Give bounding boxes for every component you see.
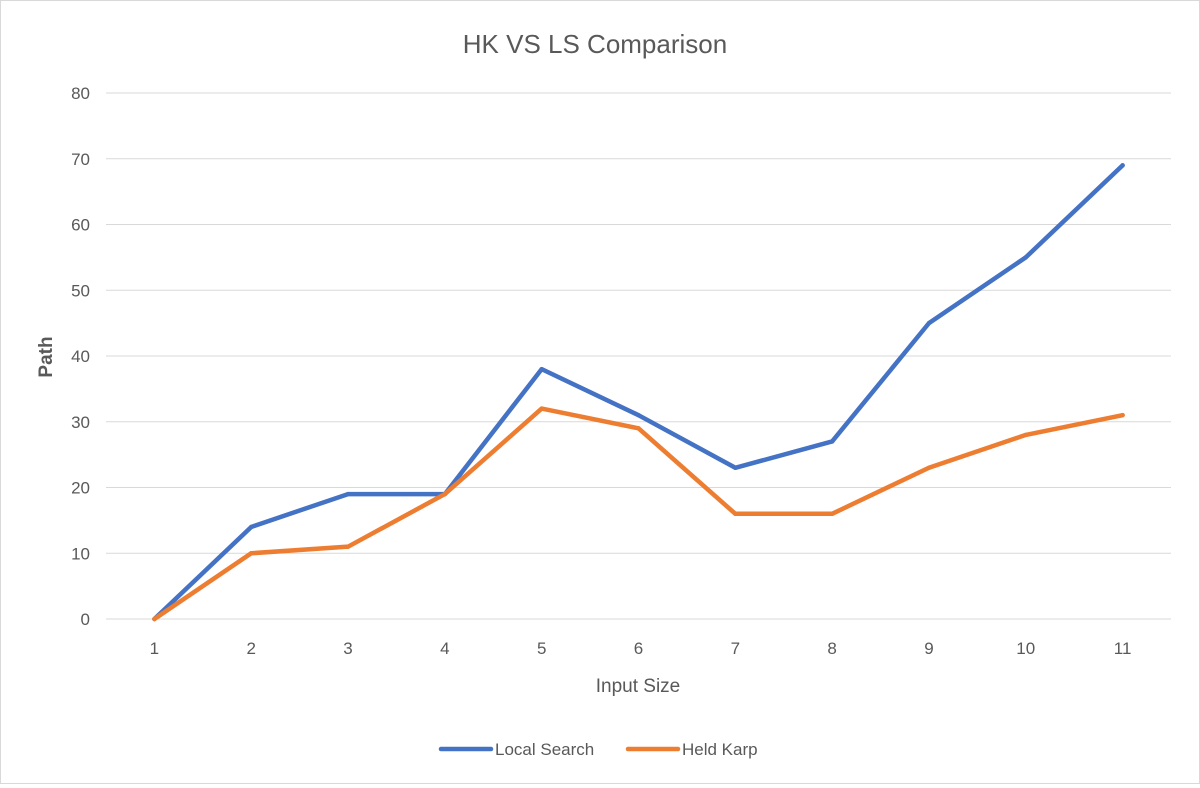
data-point [829,511,835,516]
gridlines [106,92,1171,620]
data-point [249,551,254,556]
data-point [926,320,932,326]
y-tick-label: 20 [71,479,90,498]
data-point [539,406,544,411]
data-point [345,491,351,497]
data-point [1120,412,1125,418]
y-tick-label: 70 [71,150,90,169]
y-tick-label: 30 [71,413,90,432]
y-tick-label: 40 [71,347,90,366]
y-tick-label: 10 [71,544,90,563]
data-point [152,616,157,622]
x-tick-label: 3 [343,639,352,658]
data-point [1023,255,1028,260]
data-point [442,491,448,497]
legend-label: Held Karp [682,740,758,759]
y-tick-label: 0 [81,610,90,629]
x-tick-label: 1 [150,639,159,658]
data-point [636,426,641,431]
data-point [733,511,738,516]
data-point [249,524,254,530]
x-tick-label: 4 [440,639,449,658]
legend: Local Search Held Karp [438,740,758,759]
series-line-held-karp [152,406,1125,622]
y-tick-label: 60 [71,216,90,235]
data-point [1120,163,1125,168]
data-point [926,465,932,470]
x-tick-label: 7 [731,639,740,658]
chart-title: HK VS LS Comparison [463,29,727,59]
y-tick-label: 80 [71,84,90,103]
data-point [733,465,738,470]
legend-label: Local Search [495,740,594,759]
data-point [539,366,544,372]
x-axis-ticks: 1 2 3 4 5 6 7 8 9 10 11 [150,639,1132,658]
x-tick-label: 10 [1016,639,1035,658]
y-tick-label: 50 [71,281,90,300]
x-axis-label: Input Size [596,676,681,697]
data-point [829,439,835,444]
series-lines [152,163,1125,622]
x-tick-label: 5 [537,639,546,658]
x-tick-label: 6 [634,639,643,658]
x-tick-label: 2 [246,639,255,658]
y-axis-label: Path [36,336,57,377]
y-axis-ticks: 0 10 20 30 40 50 60 70 80 [71,84,90,629]
data-point [345,544,351,549]
x-tick-label: 9 [924,639,933,658]
data-point [1023,432,1028,438]
data-point [636,412,641,418]
x-tick-label: 8 [827,639,836,658]
x-tick-label: 11 [1114,639,1132,658]
